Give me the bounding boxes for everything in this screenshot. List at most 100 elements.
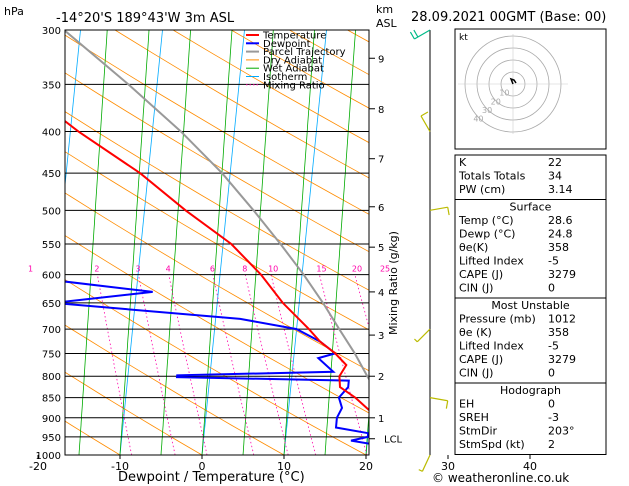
- table-row-label: θe(K): [459, 241, 488, 254]
- wind-barb-staff: [429, 206, 448, 211]
- mixing-ratio-label: 1: [28, 265, 33, 274]
- table-row-label: Dewp (°C): [459, 228, 515, 241]
- pressure-tick-label: 850: [42, 394, 61, 405]
- wet-adiabat-line: [160, 30, 191, 455]
- pressure-tick-label: 500: [42, 206, 61, 217]
- table-row-label: Lifted Index: [459, 255, 524, 268]
- km-tick-label: 1: [378, 414, 384, 425]
- x-tick-label: 40: [523, 460, 537, 473]
- hodograph-ring-label: 10: [499, 89, 509, 98]
- table-row-label: CIN (J): [459, 282, 493, 295]
- hodograph-trace: [509, 77, 517, 85]
- mixing-ratio-labels: 1 2 3 4 6 8 10 15 20 25: [28, 265, 390, 274]
- pressure-tick-label: 400: [42, 128, 61, 139]
- wet-adiabat-line: [324, 30, 356, 455]
- mixing-ratio-label: 2: [94, 265, 99, 274]
- table-row-value: 28.6: [548, 214, 573, 227]
- table-row-label: CAPE (J): [459, 268, 503, 281]
- km-tick-label: 8: [378, 105, 384, 116]
- legend-label: Parcel Trajectory: [263, 47, 346, 58]
- mixing-ratio-line: [212, 274, 255, 455]
- mixing-ratio-label: 15: [316, 265, 326, 274]
- wind-barb-flag: [447, 207, 450, 216]
- indices-tables: K 22 Totals Totals 34 PW (cm) 3.14 SurfaceTemp…: [454, 154, 607, 455]
- legend-label: Mixing Ratio: [263, 80, 325, 91]
- dry-adiabat-line: [114, 30, 369, 179]
- mixing-ratio-label: 6: [210, 265, 215, 274]
- isotherm-line: [65, 30, 81, 190]
- x-tick-label: -10: [111, 460, 129, 473]
- table-title: Hodograph: [500, 384, 561, 397]
- pressure-tick-label: 650: [42, 299, 61, 310]
- wind-barb-staff: [421, 454, 431, 472]
- asl-label: ASL: [376, 17, 398, 30]
- pressure-tick-label: 550: [42, 240, 61, 251]
- wind-barb-flag: [413, 29, 419, 38]
- x-tick-label: 30: [441, 460, 455, 473]
- pressure-tick-label: 350: [42, 80, 61, 91]
- legend-label: Wet Adiabat: [263, 64, 324, 75]
- table-row-value: 3279: [548, 268, 576, 281]
- temperature-line: [65, 119, 369, 412]
- table-surface: [454, 199, 607, 299]
- x-tick-label: -20: [29, 460, 47, 473]
- table-row-value: 34: [548, 170, 562, 183]
- mixing-ratio-line: [354, 274, 369, 329]
- table-row-value: 358: [548, 326, 569, 339]
- wet-adiabat-line: [78, 30, 108, 455]
- wet-adiabat-line: [407, 30, 438, 455]
- table-row-value: 3279: [548, 353, 576, 366]
- wind-barb-staff: [420, 115, 431, 132]
- location-title: -14°20'S 189°43'W 3m ASL: [56, 11, 235, 26]
- lcl-label: LCL: [384, 435, 403, 446]
- hodograph-ring-label: 30: [482, 106, 492, 115]
- hodograph-ring-label: 20: [491, 97, 501, 106]
- x-axis-label: Dewpoint / Temperature (°C): [118, 470, 305, 485]
- mixing-ratio-line: [168, 274, 208, 455]
- table-row-label: StmDir: [459, 425, 498, 438]
- table-title: Surface: [510, 201, 552, 214]
- wind-barbs: [409, 29, 450, 472]
- table-row-value: 24.8: [548, 228, 573, 241]
- isotherm-line: [201, 30, 245, 455]
- table-row-label: K: [459, 156, 467, 169]
- wind-barb-staff: [416, 328, 431, 343]
- pressure-tick-label: 700: [42, 325, 61, 336]
- table-row-value: -5: [548, 255, 559, 268]
- table-row-value: 22: [548, 156, 562, 169]
- table-row-label: θe (K): [459, 326, 492, 339]
- table-row-value: 203°: [548, 425, 575, 438]
- km-tick-label: 9: [378, 54, 384, 65]
- table-row-value: -3: [548, 411, 559, 424]
- table-row-value: 0: [548, 367, 555, 380]
- copyright: © weatheronline.co.uk: [432, 471, 569, 485]
- x-tick-label: 20: [359, 460, 373, 473]
- dewpoint-line: [65, 280, 369, 445]
- legend-label: Isotherm: [263, 72, 307, 83]
- pressure-tick-label: 300: [42, 26, 61, 37]
- table-row-value: 2: [548, 438, 555, 451]
- axes: 3003504004505005506006507007508008509009…: [29, 26, 537, 473]
- mixing-ratio-label: 4: [166, 265, 171, 274]
- pressure-tick-label: 600: [42, 271, 61, 282]
- table-title: Most Unstable: [491, 299, 570, 312]
- x-tick-label: 0: [199, 460, 206, 473]
- dry-adiabat-line: [65, 111, 369, 291]
- km-tick-label: 7: [378, 155, 384, 166]
- pressure-tick-label: 950: [42, 433, 61, 444]
- x-tick-label: 10: [277, 460, 291, 473]
- sounding-series: [65, 30, 369, 445]
- table-row-label: CIN (J): [459, 367, 493, 380]
- hpa-label: hPa: [4, 5, 24, 18]
- table-row-value: 0: [548, 398, 555, 411]
- wet-adiabat-line: [283, 30, 315, 455]
- wind-barb-staff: [429, 397, 448, 402]
- table-row-label: Pressure (mb): [459, 313, 536, 326]
- plot-frame: [64, 29, 370, 456]
- table-row-label: SREH: [459, 411, 489, 424]
- km-tick-label: 6: [378, 203, 384, 214]
- dry-adiabat-line: [0, 30, 38, 455]
- wet-adiabat-line: [201, 30, 233, 455]
